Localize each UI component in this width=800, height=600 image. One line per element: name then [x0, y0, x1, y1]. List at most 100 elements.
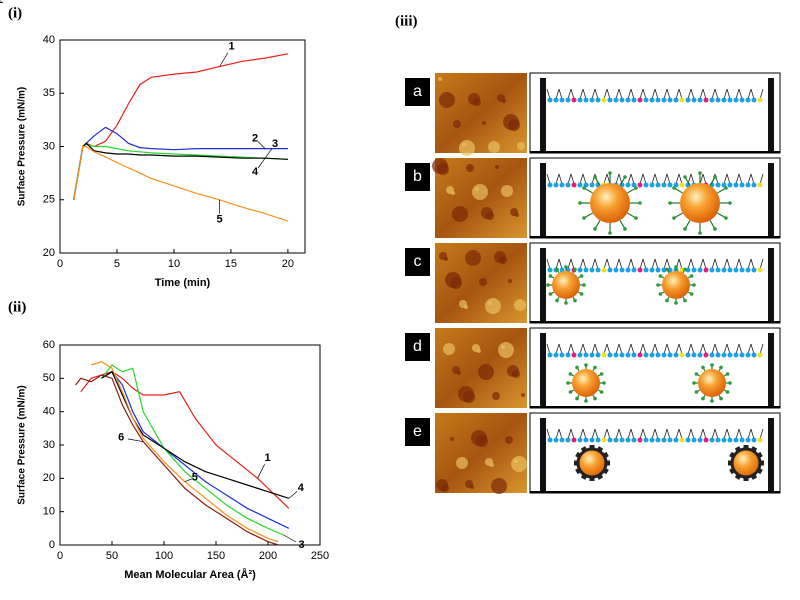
- afm-feature: [471, 430, 487, 446]
- lipid-head: [589, 267, 595, 273]
- lipid-tail: [579, 88, 584, 100]
- lipid-tail: [654, 88, 659, 100]
- lipid-head: [733, 437, 739, 443]
- afm-feature: [491, 478, 507, 494]
- afm-feature: [479, 278, 487, 286]
- x-tick-label: 5: [114, 258, 120, 270]
- line-label: 2: [0, 0, 3, 6]
- lipid-tail: [675, 343, 680, 355]
- lipid-tail: [567, 88, 572, 100]
- lipid-tail: [750, 258, 755, 270]
- spike-tip: [665, 267, 669, 272]
- lipid-tail: [567, 428, 572, 440]
- spike-tip: [683, 227, 687, 231]
- lipid-tail: [714, 343, 719, 355]
- spike-tip: [555, 298, 559, 303]
- lipid-head: [757, 97, 763, 103]
- nanoparticle: [590, 183, 630, 223]
- lipid-head: [745, 267, 751, 273]
- lipid-head: [661, 267, 667, 273]
- lipid-tail: [567, 258, 572, 270]
- spike-tip: [599, 390, 604, 394]
- spike-tip: [584, 399, 588, 403]
- data-line: [73, 145, 289, 222]
- lipid-head: [727, 352, 733, 358]
- nanoparticle: [576, 447, 608, 479]
- lipid-head: [739, 182, 745, 188]
- lipid-tail: [738, 173, 743, 185]
- data-line: [91, 361, 279, 543]
- lipid-tail: [651, 258, 656, 270]
- lipid-tail: [735, 428, 740, 440]
- lipid-head: [691, 352, 697, 358]
- lipid-head: [691, 437, 697, 443]
- lipid-tail: [639, 173, 644, 185]
- spike-tip: [548, 292, 553, 296]
- lipid-head: [751, 182, 757, 188]
- lipid-tail: [606, 428, 611, 440]
- lipid-head: [637, 352, 643, 358]
- spike-tip: [575, 396, 579, 401]
- afm-feature: [492, 392, 500, 400]
- lipid-tail: [747, 343, 752, 355]
- line-label: 6: [118, 432, 124, 444]
- spike-tip: [692, 283, 696, 287]
- spike-tip: [575, 365, 579, 370]
- trough-wall: [540, 248, 546, 323]
- lipid-tail: [627, 173, 632, 185]
- afm-feature: [494, 251, 506, 263]
- lipid-head: [583, 352, 589, 358]
- lipid-head: [685, 97, 691, 103]
- lipid-tail: [750, 343, 755, 355]
- x-tick-label: 50: [106, 550, 118, 562]
- afm-feature: [459, 300, 467, 308]
- lipid-tail: [618, 343, 623, 355]
- lipid-tail: [627, 428, 632, 440]
- lipid-tail: [651, 343, 656, 355]
- lipid-tail: [591, 88, 596, 100]
- afm-feature: [478, 364, 494, 380]
- lipid-tail: [723, 258, 728, 270]
- lipid-tail: [558, 173, 563, 185]
- lipid-head: [751, 267, 757, 273]
- lipid-tail: [750, 88, 755, 100]
- lipid-head: [661, 97, 667, 103]
- spike-tip: [564, 301, 568, 305]
- row-label: a: [413, 83, 422, 100]
- lipid-tail: [663, 88, 668, 100]
- lipid-tail: [546, 343, 551, 355]
- lipid-head: [643, 352, 649, 358]
- lipid-tail: [699, 258, 704, 270]
- lipid-head: [571, 352, 577, 358]
- spike-tip: [584, 363, 588, 367]
- lipid-head: [601, 437, 607, 443]
- lipid-tail: [555, 173, 560, 185]
- lipid-head: [631, 267, 637, 273]
- lipid-tail: [579, 173, 584, 185]
- lipid-tail: [726, 258, 731, 270]
- lipid-head: [745, 437, 751, 443]
- leader-line: [288, 491, 298, 499]
- lipid-head: [583, 267, 589, 273]
- lipid-head: [649, 437, 655, 443]
- lipid-tail: [738, 343, 743, 355]
- lipid-head: [685, 352, 691, 358]
- lipid-tail: [663, 428, 668, 440]
- y-tick-label: 60: [43, 339, 55, 351]
- lipid-tail: [555, 258, 560, 270]
- lipid-head: [667, 97, 673, 103]
- lipid-tail: [603, 88, 608, 100]
- lipid-head: [559, 352, 565, 358]
- spike-tip: [668, 201, 672, 205]
- x-tick-label: 0: [57, 258, 63, 270]
- afm-feature: [517, 142, 525, 150]
- lipid-tail: [723, 343, 728, 355]
- lipid-head: [745, 182, 751, 188]
- lipid-tail: [654, 428, 659, 440]
- afm-feature: [514, 299, 526, 311]
- row-label-bg: [405, 248, 430, 276]
- afm-feature: [459, 140, 475, 156]
- spike-tip: [582, 216, 586, 220]
- lipid-head: [715, 267, 721, 273]
- lipid-head: [703, 97, 709, 103]
